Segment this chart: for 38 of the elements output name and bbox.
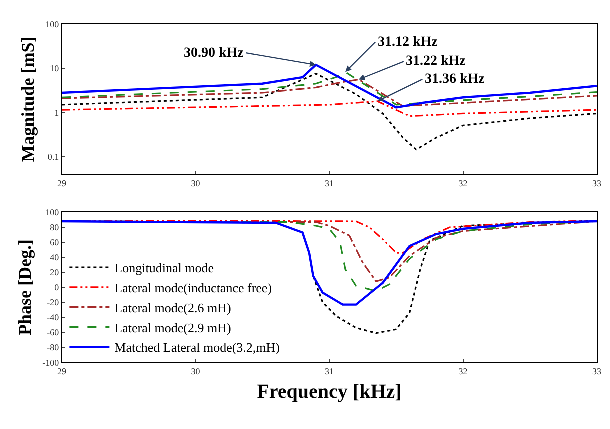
y-tick-label: 100 [46,208,60,218]
y-axis-title: Magnitude [mS] [18,36,38,162]
x-tick-label: 29 [58,366,67,376]
y-tick-label: 60 [50,238,60,248]
y-tick-label: 80 [50,222,60,233]
x-tick-label: 33 [592,366,602,376]
y-tick-label: 0 [54,282,60,293]
x-tick-label: 31 [325,178,334,188]
x-tick-label: 29 [58,178,67,188]
annotation: 31.36 kHz [425,72,485,87]
y-tick-label: -40 [47,312,60,323]
y-axis-title: Phase [Deg.] [14,240,35,336]
y-tick-label: 100 [46,20,60,30]
x-tick-label: 32 [458,178,468,188]
line-series [62,220,597,254]
x-tick-label: 30 [191,366,201,376]
annotation: 31.12 kHz [378,35,438,50]
y-tick-label: 40 [50,252,60,263]
y-tick-label: 20 [50,268,60,278]
y-tick-label: 0.1 [48,152,60,162]
x-tick-label: 30 [191,178,201,188]
legend-label: Lateral mode(2.9 mH) [114,320,232,336]
legend-label: Longitudinal mode [114,260,214,276]
x-tick-label: 33 [592,178,602,188]
y-tick-label: -80 [47,342,60,353]
x-axis-title: Frequency [kHz] [257,381,402,403]
legend-label: Lateral mode(2.6 mH) [114,300,232,316]
x-tick-label: 31 [325,366,334,376]
y-tick-label: 1 [54,108,60,118]
annotation: 31.22 kHz [406,54,466,69]
y-tick-label: -100 [42,358,60,368]
legend-label: Matched Lateral mode(3.2,mH) [114,340,280,356]
annotation: 30.90 kHz [184,46,244,61]
y-tick-label: -60 [47,328,60,338]
y-tick-label: -20 [47,298,60,308]
y-tick-label: 10 [50,64,60,74]
x-tick-label: 32 [458,366,468,376]
legend-label: Lateral mode(inductance free) [114,280,272,296]
